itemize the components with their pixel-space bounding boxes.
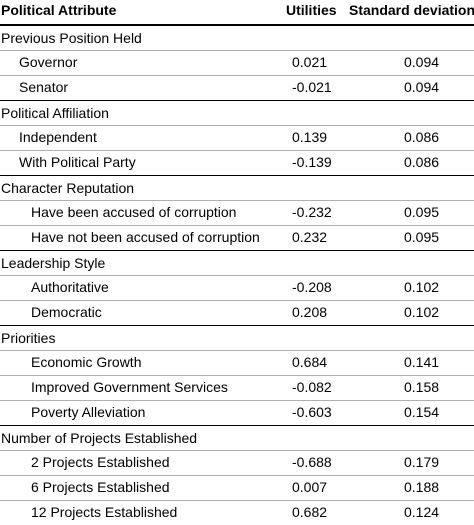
table-row: Have not been accused of corruption 0.23… <box>0 225 474 250</box>
table-row: With Political Party -0.139 0.086 <box>0 150 474 175</box>
row-label: Senator <box>19 79 69 95</box>
row-label: Economic Growth <box>31 354 142 370</box>
row-sd: 0.158 <box>404 379 440 395</box>
header-sd: Standard deviation <box>349 2 474 18</box>
row-sd: 0.095 <box>404 229 440 245</box>
section-previous-position: Previous Position Held Governor 0.021 0.… <box>0 26 474 100</box>
row-utility: -0.021 <box>292 79 332 95</box>
row-utility: -0.139 <box>292 154 332 170</box>
category-row: Character Reputation <box>0 176 474 200</box>
row-utility: 0.139 <box>292 129 328 145</box>
table-row: Governor 0.021 0.094 <box>0 50 474 75</box>
table-row: Improved Government Services -0.082 0.15… <box>0 375 474 400</box>
category-label: Character Reputation <box>1 180 135 196</box>
category-label: Number of Projects Established <box>1 430 198 446</box>
row-utility: 0.208 <box>292 304 328 320</box>
category-row: Priorities <box>0 326 474 350</box>
row-utility: 0.007 <box>292 479 328 495</box>
row-sd: 0.179 <box>404 454 440 470</box>
category-row: Political Affiliation <box>0 101 474 125</box>
row-label: With Political Party <box>19 154 136 170</box>
category-row: Leadership Style <box>0 251 474 275</box>
row-sd: 0.094 <box>404 79 440 95</box>
row-label: Governor <box>19 54 78 70</box>
row-utility: -0.082 <box>292 379 332 395</box>
table-row: Poverty Alleviation -0.603 0.154 <box>0 400 474 425</box>
row-sd: 0.141 <box>404 354 440 370</box>
row-sd: 0.124 <box>404 504 440 520</box>
row-label: Authoritative <box>31 279 109 295</box>
row-utility: -0.688 <box>292 454 332 470</box>
section-projects-established: Number of Projects Established 2 Project… <box>0 425 474 525</box>
category-label: Political Affiliation <box>1 105 109 121</box>
table-row: Senator -0.021 0.094 <box>0 75 474 100</box>
section-character-reputation: Character Reputation Have been accused o… <box>0 175 474 250</box>
row-utility: 0.684 <box>292 354 328 370</box>
row-label: Have not been accused of corruption <box>31 229 260 245</box>
category-label: Priorities <box>1 330 56 346</box>
row-label: Improved Government Services <box>31 379 228 395</box>
row-utility: 0.232 <box>292 229 328 245</box>
table-row: Democratic 0.208 0.102 <box>0 300 474 325</box>
row-sd: 0.154 <box>404 404 440 420</box>
row-label: Democratic <box>31 304 102 320</box>
row-label: Have been accused of corruption <box>31 204 237 220</box>
row-utility: 0.021 <box>292 54 328 70</box>
section-political-affiliation: Political Affiliation Independent 0.139 … <box>0 100 474 175</box>
header-utilities: Utilities <box>286 2 337 18</box>
row-label: Independent <box>19 129 97 145</box>
row-sd: 0.094 <box>404 54 440 70</box>
row-label: Poverty Alleviation <box>31 404 146 420</box>
row-sd: 0.086 <box>404 129 440 145</box>
table-row: Independent 0.139 0.086 <box>0 125 474 150</box>
row-sd: 0.102 <box>404 279 440 295</box>
row-sd: 0.086 <box>404 154 440 170</box>
row-utility: -0.232 <box>292 204 332 220</box>
category-row: Number of Projects Established <box>0 426 474 450</box>
table-row: 2 Projects Established -0.688 0.179 <box>0 450 474 475</box>
row-sd: 0.095 <box>404 204 440 220</box>
row-sd: 0.102 <box>404 304 440 320</box>
row-label: 12 Projects Established <box>31 504 178 520</box>
header-attribute: Political Attribute <box>1 2 117 18</box>
table-row: 12 Projects Established 0.682 0.124 <box>0 500 474 525</box>
category-label: Previous Position Held <box>1 30 142 46</box>
category-label: Leadership Style <box>1 255 106 271</box>
row-utility: -0.603 <box>292 404 332 420</box>
section-leadership-style: Leadership Style Authoritative -0.208 0.… <box>0 250 474 325</box>
row-label: 6 Projects Established <box>31 479 170 495</box>
table-row: Have been accused of corruption -0.232 0… <box>0 200 474 225</box>
row-utility: 0.682 <box>292 504 328 520</box>
row-label: 2 Projects Established <box>31 454 170 470</box>
table-header: Political Attribute Utilities Standard d… <box>0 0 474 26</box>
row-sd: 0.188 <box>404 479 440 495</box>
row-utility: -0.208 <box>292 279 332 295</box>
section-priorities: Priorities Economic Growth 0.684 0.141 I… <box>0 325 474 425</box>
table-row: Economic Growth 0.684 0.141 <box>0 350 474 375</box>
table-row: Authoritative -0.208 0.102 <box>0 275 474 300</box>
category-row: Previous Position Held <box>0 26 474 50</box>
table-row: 6 Projects Established 0.007 0.188 <box>0 475 474 500</box>
